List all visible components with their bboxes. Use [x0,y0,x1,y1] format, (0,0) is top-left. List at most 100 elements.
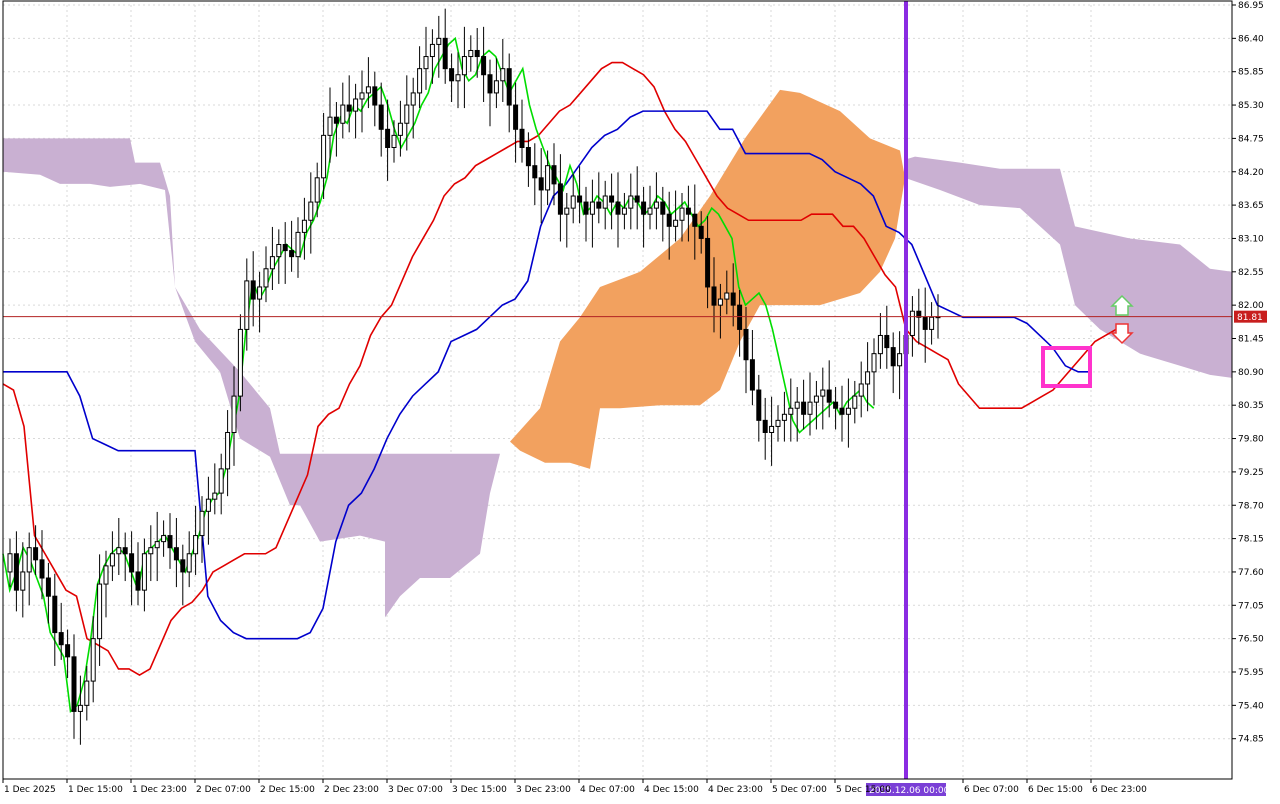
candle-body [890,347,896,367]
candle-body [410,92,416,106]
candle-body [545,165,551,191]
candle-body [749,359,755,391]
y-tick-label: 79.25 [1238,468,1264,478]
candle-body [359,92,365,100]
current-price-label-bg [1234,310,1267,323]
candle-body [698,225,704,239]
candle-body [916,310,922,318]
candle-body [321,134,327,179]
candle-body [737,304,743,330]
candle-body [391,134,397,148]
y-tick-label: 83.10 [1238,234,1264,244]
candle-body [404,104,410,124]
chart-overlays: 81.81 2025.12.06 00:00 [3,1,1267,796]
candle-body [922,316,928,330]
y-tick-label: 84.20 [1238,168,1264,178]
y-tick-label: 80.35 [1238,401,1264,411]
candle-body [769,425,775,433]
candle-body [205,498,211,512]
y-tick-label: 75.40 [1238,701,1264,711]
candle-body [327,116,333,136]
candle-body [833,401,839,409]
y-tick-label: 79.80 [1238,435,1264,445]
candle-body [820,389,826,397]
kijun-sen-line [3,110,1091,640]
y-tick-label: 86.40 [1238,34,1264,44]
candle-body [282,244,288,252]
candle-body [365,86,371,94]
candle-body [641,201,647,215]
candle-body [129,553,135,573]
candle-body [199,510,205,537]
highlight-box [1041,346,1092,388]
y-tick-label: 81.45 [1238,335,1264,345]
y-tick-label: 86.95 [1238,1,1264,11]
candle-body [97,583,103,640]
candle-body [807,401,813,415]
down-arrow-icon [1110,323,1134,345]
candle-body [513,104,519,130]
candle-body [468,49,474,58]
chart-axes: 86.95 86.40 85.85 85.30 84.75 84.20 83.65 83.10… [2,0,1264,795]
candle-body [13,553,19,591]
candle-body [161,535,167,543]
candle-body [865,371,871,385]
candle-body [84,680,90,706]
candle-body [570,195,576,209]
x-tick-label: 1 Dec 23:00 [132,785,187,795]
candle-body [289,250,295,258]
x-tick-label: 6 Dec 23:00 [1092,785,1147,795]
candle-body [39,559,45,579]
cloud-bearish-right [905,156,1232,378]
candle-body [794,401,800,409]
candle-body [71,656,77,712]
candle-body [116,547,122,555]
candle-body [724,292,730,300]
x-tick-label: 3 Dec 07:00 [388,785,443,795]
candle-body [353,98,359,112]
y-tick-label: 82.55 [1238,268,1264,278]
y-tick-label: 85.30 [1238,101,1264,111]
candle-body [692,213,698,227]
candle-body [538,177,544,191]
candle-body [756,389,762,421]
candle-body [801,401,807,415]
candle-body [839,407,845,415]
candle-body [705,237,711,288]
candle-body [250,280,256,300]
candle-body [397,122,403,136]
candle-body [295,231,301,258]
x-tick-label: 5 Dec 07:00 [772,785,827,795]
candle-body [173,547,179,561]
candle-body [461,56,467,76]
candle-body [474,49,480,58]
candle-body [90,638,96,682]
candle-body [77,704,83,712]
candle-body [519,128,525,148]
candle-body [20,571,26,591]
candle-body [65,644,71,658]
candle-body [276,244,282,258]
candle-body [237,328,243,397]
candle-body [154,541,160,549]
candle-body [743,328,749,361]
candle-body [621,207,627,215]
candle-body [929,316,935,330]
candle-body [212,492,218,500]
candle-body [436,37,442,45]
candle-body [871,353,877,373]
candle-body [135,571,141,591]
plot-frame [2,0,1233,780]
x-tick-label: 4 Dec 23:00 [708,785,763,795]
x-tick-label: 1 Dec 2025 [4,785,56,795]
candle-body [762,419,768,433]
chart-grid [2,4,1232,779]
candle-body [858,383,864,397]
candle-body [634,195,640,203]
candle-body [487,74,493,94]
candle-body [257,286,263,300]
x-tick-label: 6 Dec 07:00 [964,785,1019,795]
candle-body [308,201,314,221]
